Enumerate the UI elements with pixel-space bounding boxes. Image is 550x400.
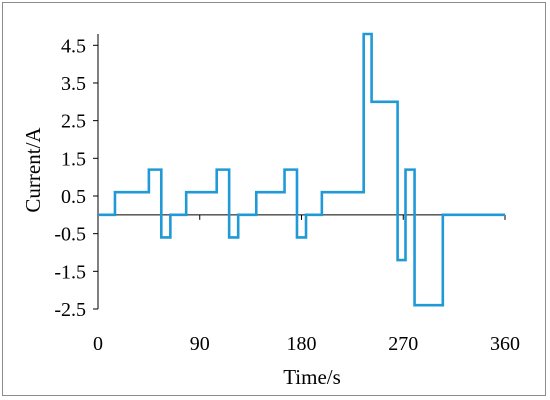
x-tick-label: 0 [93, 333, 103, 355]
y-axis-title-group: Current/A [21, 127, 45, 213]
y-tick-label: 2.5 [61, 111, 86, 133]
x-axis-title: Time/s [283, 365, 341, 389]
series-layer [98, 32, 505, 307]
y-tick-label: 0.5 [61, 186, 86, 208]
x-tick-label: 360 [490, 333, 520, 355]
axes [97, 34, 505, 309]
y-tick-label: 3.5 [61, 73, 86, 95]
y-tick-label: -1.5 [54, 261, 86, 283]
series-line-0 [98, 32, 505, 307]
y-tick-label: 4.5 [61, 35, 86, 57]
chart-frame [2, 2, 546, 396]
x-tick-label: 270 [388, 333, 418, 355]
y-tick-label: -2.5 [54, 299, 86, 321]
x-tick-label: 180 [287, 333, 317, 355]
y-axis-title: Current/A [21, 127, 45, 213]
y-tick-label: 1.5 [61, 148, 86, 170]
y-tick-label: -0.5 [54, 224, 86, 246]
tick-layer: 4.5 3.5 2.5 1.5 0.5 -0.5 -1.5 -2.5 0 90 180 270 360 [54, 35, 520, 355]
x-tick-label: 90 [190, 333, 210, 355]
